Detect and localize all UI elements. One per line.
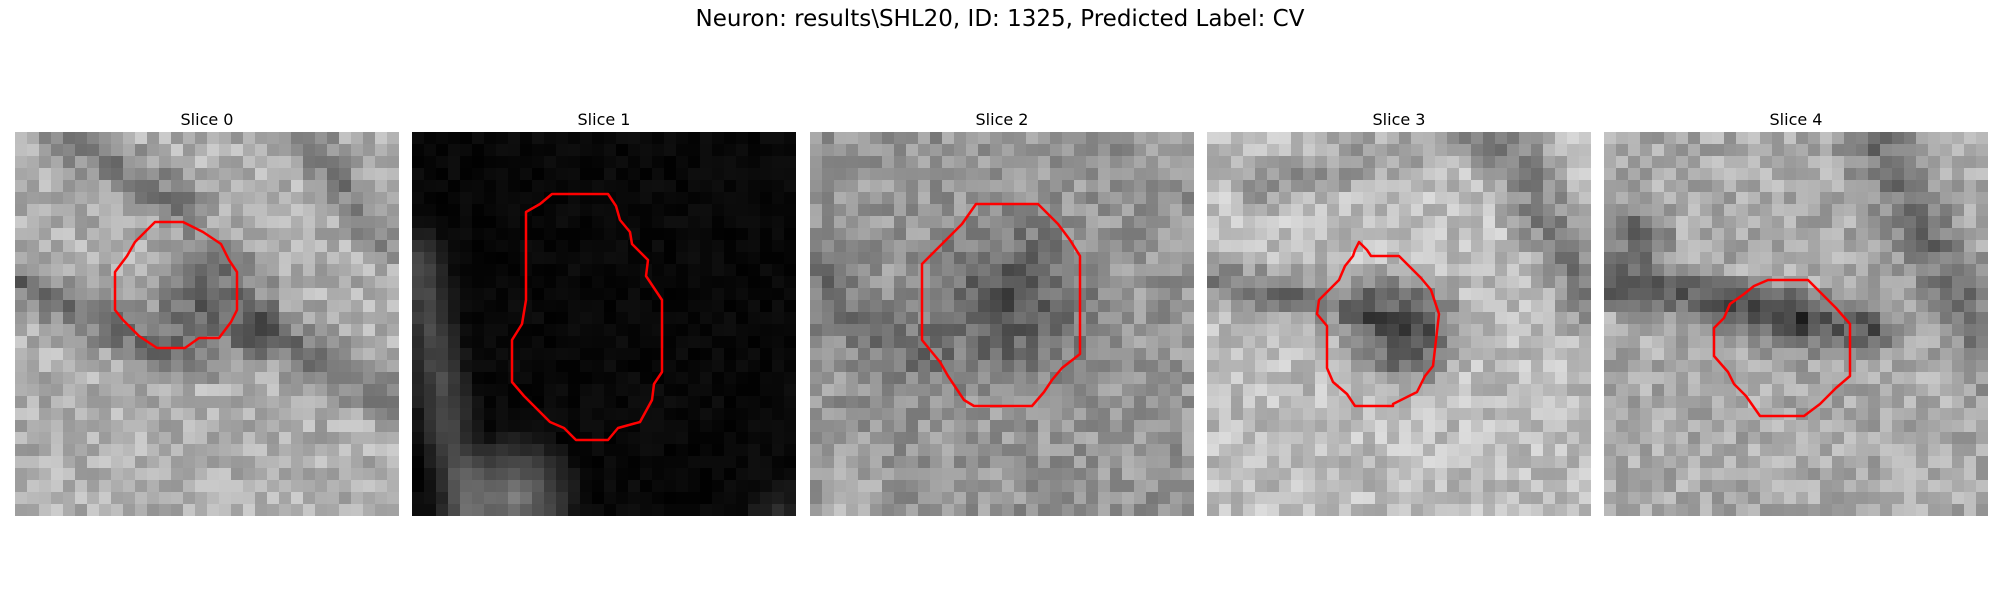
slice-image [1207,132,1591,516]
slice-panel-2: Slice 2 [810,108,1194,516]
slice-title: Slice 0 [15,108,399,132]
slice-title: Slice 2 [810,108,1194,132]
slice-image [1604,132,1988,516]
slice-image [412,132,796,516]
slice-image [810,132,1194,516]
slice-title: Slice 4 [1604,108,1988,132]
slice-panel-1: Slice 1 [412,108,796,516]
slice-title: Slice 1 [412,108,796,132]
slice-title: Slice 3 [1207,108,1591,132]
slice-panel-3: Slice 3 [1207,108,1591,516]
figure-title: Neuron: results\SHL20, ID: 1325, Predict… [0,6,2000,32]
slice-panel-4: Slice 4 [1604,108,1988,516]
slice-panel-0: Slice 0 [15,108,399,516]
slice-image [15,132,399,516]
